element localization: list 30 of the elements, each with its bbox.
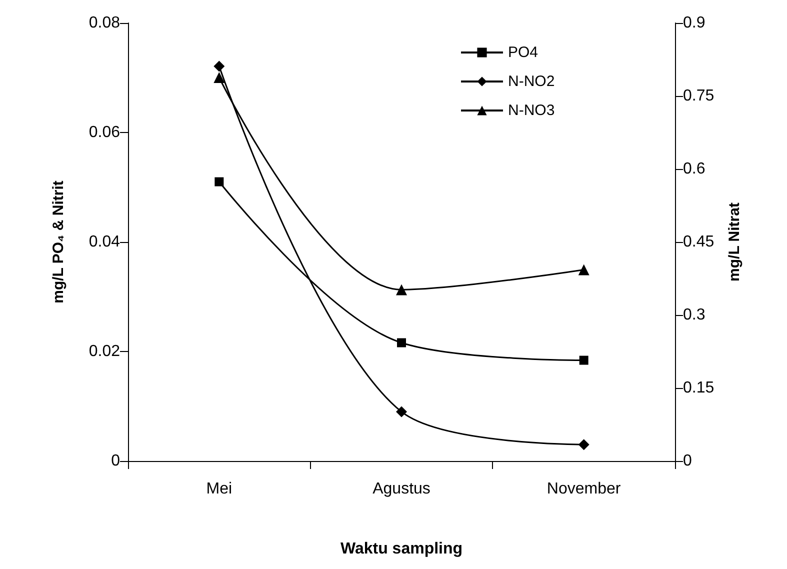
y2-tick-label: 0 [683, 452, 692, 470]
point [214, 177, 224, 186]
y2-tick-label: 0.6 [683, 160, 706, 178]
point [214, 60, 225, 72]
point [396, 284, 407, 296]
x-tick-label: Agustus [372, 480, 430, 498]
point [578, 439, 590, 450]
x-axis-title: Waktu sampling [340, 540, 463, 558]
y2-tick-label: 0.3 [683, 306, 706, 324]
point [578, 264, 590, 276]
y-tick-label: 0.02 [88, 343, 120, 360]
y-tick-label: 0.08 [88, 14, 120, 32]
x-tick-label: Mei [206, 480, 232, 498]
x-tick-label: November [546, 480, 622, 498]
point [214, 72, 225, 84]
y2-tick-label: 0.15 [683, 380, 714, 396]
y-axis-title: mg/L PO₄ & Nitrit [50, 180, 67, 304]
y2-tick-label: 0.75 [683, 88, 714, 104]
legend-label: N-NO2 [508, 73, 555, 90]
y-tick-label: 0.04 [88, 234, 120, 250]
y-tick-label: 0 [111, 452, 120, 470]
legend-label: N-NO3 [508, 102, 555, 119]
y2-tick-label: 0.45 [683, 234, 714, 250]
point [397, 338, 406, 348]
point [396, 406, 407, 418]
point [579, 356, 588, 365]
y-tick-label: 0.06 [88, 124, 120, 141]
y2-tick-label: 0.9 [683, 14, 706, 32]
y2-axis-title: mg/L Nitrat [726, 202, 743, 282]
legend-label: PO4 [508, 44, 538, 61]
